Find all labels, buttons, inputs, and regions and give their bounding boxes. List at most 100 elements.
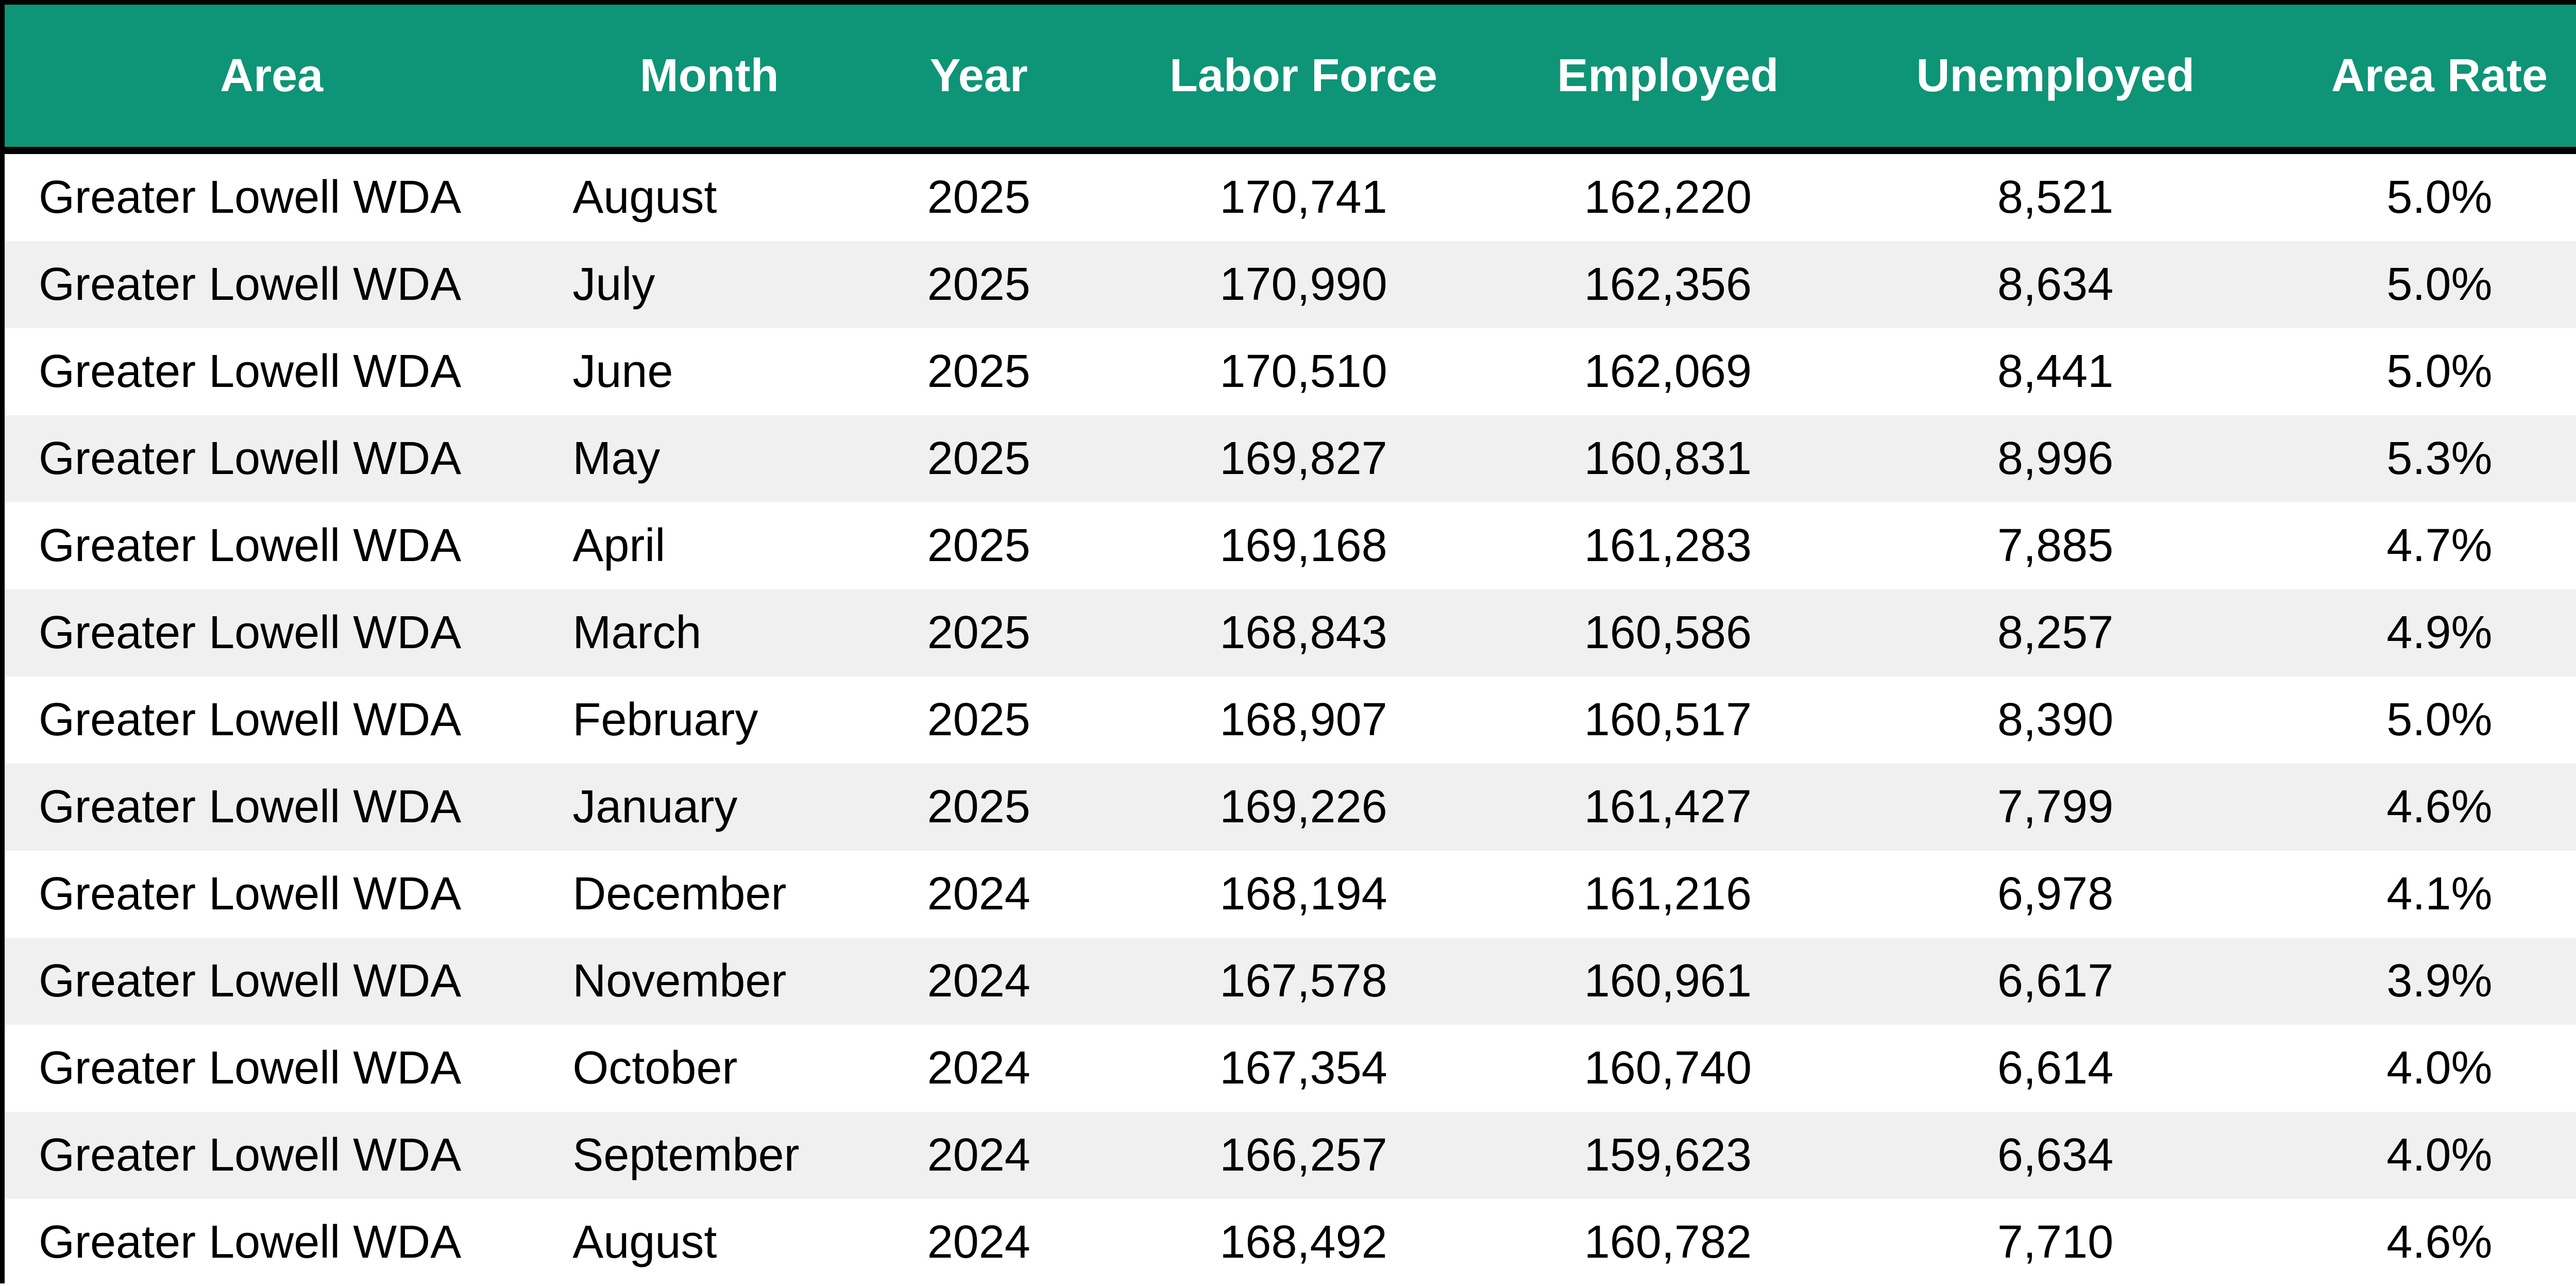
- table-row: Greater Lowell WDA August 2025 170,741 162,2…: [5, 150, 2576, 241]
- cell-month: April: [538, 502, 880, 589]
- table-row: Greater Lowell WDA October 2024 167,354 160,…: [5, 1025, 2576, 1112]
- cell-year: 2025: [880, 502, 1078, 589]
- table-row: Greater Lowell WDA May 2025 169,827 160,831 8…: [5, 415, 2576, 502]
- cell-unemployed: 7,885: [1806, 502, 2304, 589]
- cell-employed: 162,220: [1529, 150, 1807, 241]
- cell-labor-force: 166,257: [1077, 1112, 1530, 1199]
- labor-statistics-table-grid: Area Month Year Labor Force Employed Unemploy…: [5, 5, 2576, 1286]
- cell-massachusetts-rate: 5.0%: [2574, 589, 2576, 676]
- table-row: Greater Lowell WDA December 2024 168,194 161…: [5, 851, 2576, 938]
- cell-labor-force: 168,843: [1077, 589, 1530, 676]
- cell-massachusetts-rate: 4.8%: [2574, 241, 2576, 328]
- cell-labor-force: 169,168: [1077, 502, 1530, 589]
- table-row: Greater Lowell WDA July 2025 170,990 162,356…: [5, 241, 2576, 328]
- cell-massachusetts-rate: 5.0%: [2574, 676, 2576, 764]
- cell-year: 2025: [880, 676, 1078, 764]
- column-header-massachusetts-rate: Massachusetts Rate: [2574, 5, 2576, 154]
- column-header-month: Month: [538, 5, 880, 154]
- cell-massachusetts-rate: 4.6%: [2574, 502, 2576, 589]
- cell-year: 2024: [880, 851, 1078, 938]
- column-header-area: Area: [5, 5, 539, 154]
- cell-month: August: [538, 150, 880, 241]
- cell-area-rate: 4.1%: [2304, 851, 2575, 938]
- cell-area: Greater Lowell WDA: [5, 150, 539, 241]
- cell-area-rate: 4.6%: [2304, 1199, 2575, 1286]
- cell-area: Greater Lowell WDA: [5, 415, 539, 502]
- cell-month: March: [538, 589, 880, 676]
- cell-year: 2024: [880, 1025, 1078, 1112]
- cell-labor-force: 170,741: [1077, 150, 1530, 241]
- cell-unemployed: 8,634: [1806, 241, 2304, 328]
- cell-labor-force: 169,827: [1077, 415, 1530, 502]
- table-row: Greater Lowell WDA June 2025 170,510 162,069…: [5, 328, 2576, 415]
- cell-area: Greater Lowell WDA: [5, 851, 539, 938]
- table-row: Greater Lowell WDA April 2025 169,168 161,28…: [5, 502, 2576, 589]
- cell-unemployed: 8,390: [1806, 676, 2304, 764]
- cell-area: Greater Lowell WDA: [5, 589, 539, 676]
- cell-area: Greater Lowell WDA: [5, 1025, 539, 1112]
- cell-month: December: [538, 851, 880, 938]
- cell-unemployed: 6,978: [1806, 851, 2304, 938]
- cell-labor-force: 170,510: [1077, 328, 1530, 415]
- cell-unemployed: 6,617: [1806, 938, 2304, 1025]
- table-row: Greater Lowell WDA March 2025 168,843 160,58…: [5, 589, 2576, 676]
- cell-area-rate: 4.0%: [2304, 1025, 2575, 1112]
- cell-year: 2025: [880, 241, 1078, 328]
- cell-month: September: [538, 1112, 880, 1199]
- cell-labor-force: 168,492: [1077, 1199, 1530, 1286]
- table-row: Greater Lowell WDA November 2024 167,578 160…: [5, 938, 2576, 1025]
- cell-employed: 161,216: [1529, 851, 1807, 938]
- cell-year: 2024: [880, 1112, 1078, 1199]
- cell-labor-force: 169,226: [1077, 764, 1530, 851]
- cell-unemployed: 8,521: [1806, 150, 2304, 241]
- cell-area: Greater Lowell WDA: [5, 676, 539, 764]
- cell-area: Greater Lowell WDA: [5, 1199, 539, 1286]
- cell-massachusetts-rate: 3.9%: [2574, 1025, 2576, 1112]
- header-row: Area Month Year Labor Force Employed Unemploy…: [5, 5, 2576, 154]
- cell-unemployed: 8,996: [1806, 415, 2304, 502]
- cell-area-rate: 5.0%: [2304, 676, 2575, 764]
- cell-employed: 159,623: [1529, 1112, 1807, 1199]
- cell-unemployed: 7,710: [1806, 1199, 2304, 1286]
- cell-month: February: [538, 676, 880, 764]
- cell-area: Greater Lowell WDA: [5, 241, 539, 328]
- cell-year: 2025: [880, 150, 1078, 241]
- cell-employed: 162,356: [1529, 241, 1807, 328]
- cell-area-rate: 4.0%: [2304, 1112, 2575, 1199]
- cell-month: November: [538, 938, 880, 1025]
- cell-month: October: [538, 1025, 880, 1112]
- cell-unemployed: 6,634: [1806, 1112, 2304, 1199]
- cell-employed: 161,283: [1529, 502, 1807, 589]
- cell-employed: 161,427: [1529, 764, 1807, 851]
- cell-area: Greater Lowell WDA: [5, 938, 539, 1025]
- cell-employed: 160,586: [1529, 589, 1807, 676]
- cell-area: Greater Lowell WDA: [5, 764, 539, 851]
- cell-area-rate: 5.0%: [2304, 328, 2575, 415]
- cell-year: 2025: [880, 328, 1078, 415]
- cell-month: July: [538, 241, 880, 328]
- cell-year: 2024: [880, 938, 1078, 1025]
- cell-area-rate: 4.7%: [2304, 502, 2575, 589]
- cell-labor-force: 168,194: [1077, 851, 1530, 938]
- cell-month: May: [538, 415, 880, 502]
- cell-year: 2025: [880, 764, 1078, 851]
- cell-labor-force: 170,990: [1077, 241, 1530, 328]
- cell-area: Greater Lowell WDA: [5, 1112, 539, 1199]
- cell-massachusetts-rate: 5.2%: [2574, 415, 2576, 502]
- cell-year: 2025: [880, 415, 1078, 502]
- cell-area-rate: 5.3%: [2304, 415, 2575, 502]
- cell-massachusetts-rate: 4.7%: [2574, 150, 2576, 241]
- cell-area-rate: 3.9%: [2304, 938, 2575, 1025]
- cell-employed: 160,831: [1529, 415, 1807, 502]
- cell-employed: 160,740: [1529, 1025, 1807, 1112]
- cell-unemployed: 8,257: [1806, 589, 2304, 676]
- table-row: Greater Lowell WDA January 2025 169,226 161,…: [5, 764, 2576, 851]
- column-header-labor-force: Labor Force: [1077, 5, 1530, 154]
- cell-massachusetts-rate: 4.8%: [2574, 328, 2576, 415]
- cell-area: Greater Lowell WDA: [5, 502, 539, 589]
- cell-labor-force: 167,578: [1077, 938, 1530, 1025]
- cell-employed: 160,782: [1529, 1199, 1807, 1286]
- cell-area-rate: 4.6%: [2304, 764, 2575, 851]
- cell-unemployed: 7,799: [1806, 764, 2304, 851]
- column-header-employed: Employed: [1529, 5, 1807, 154]
